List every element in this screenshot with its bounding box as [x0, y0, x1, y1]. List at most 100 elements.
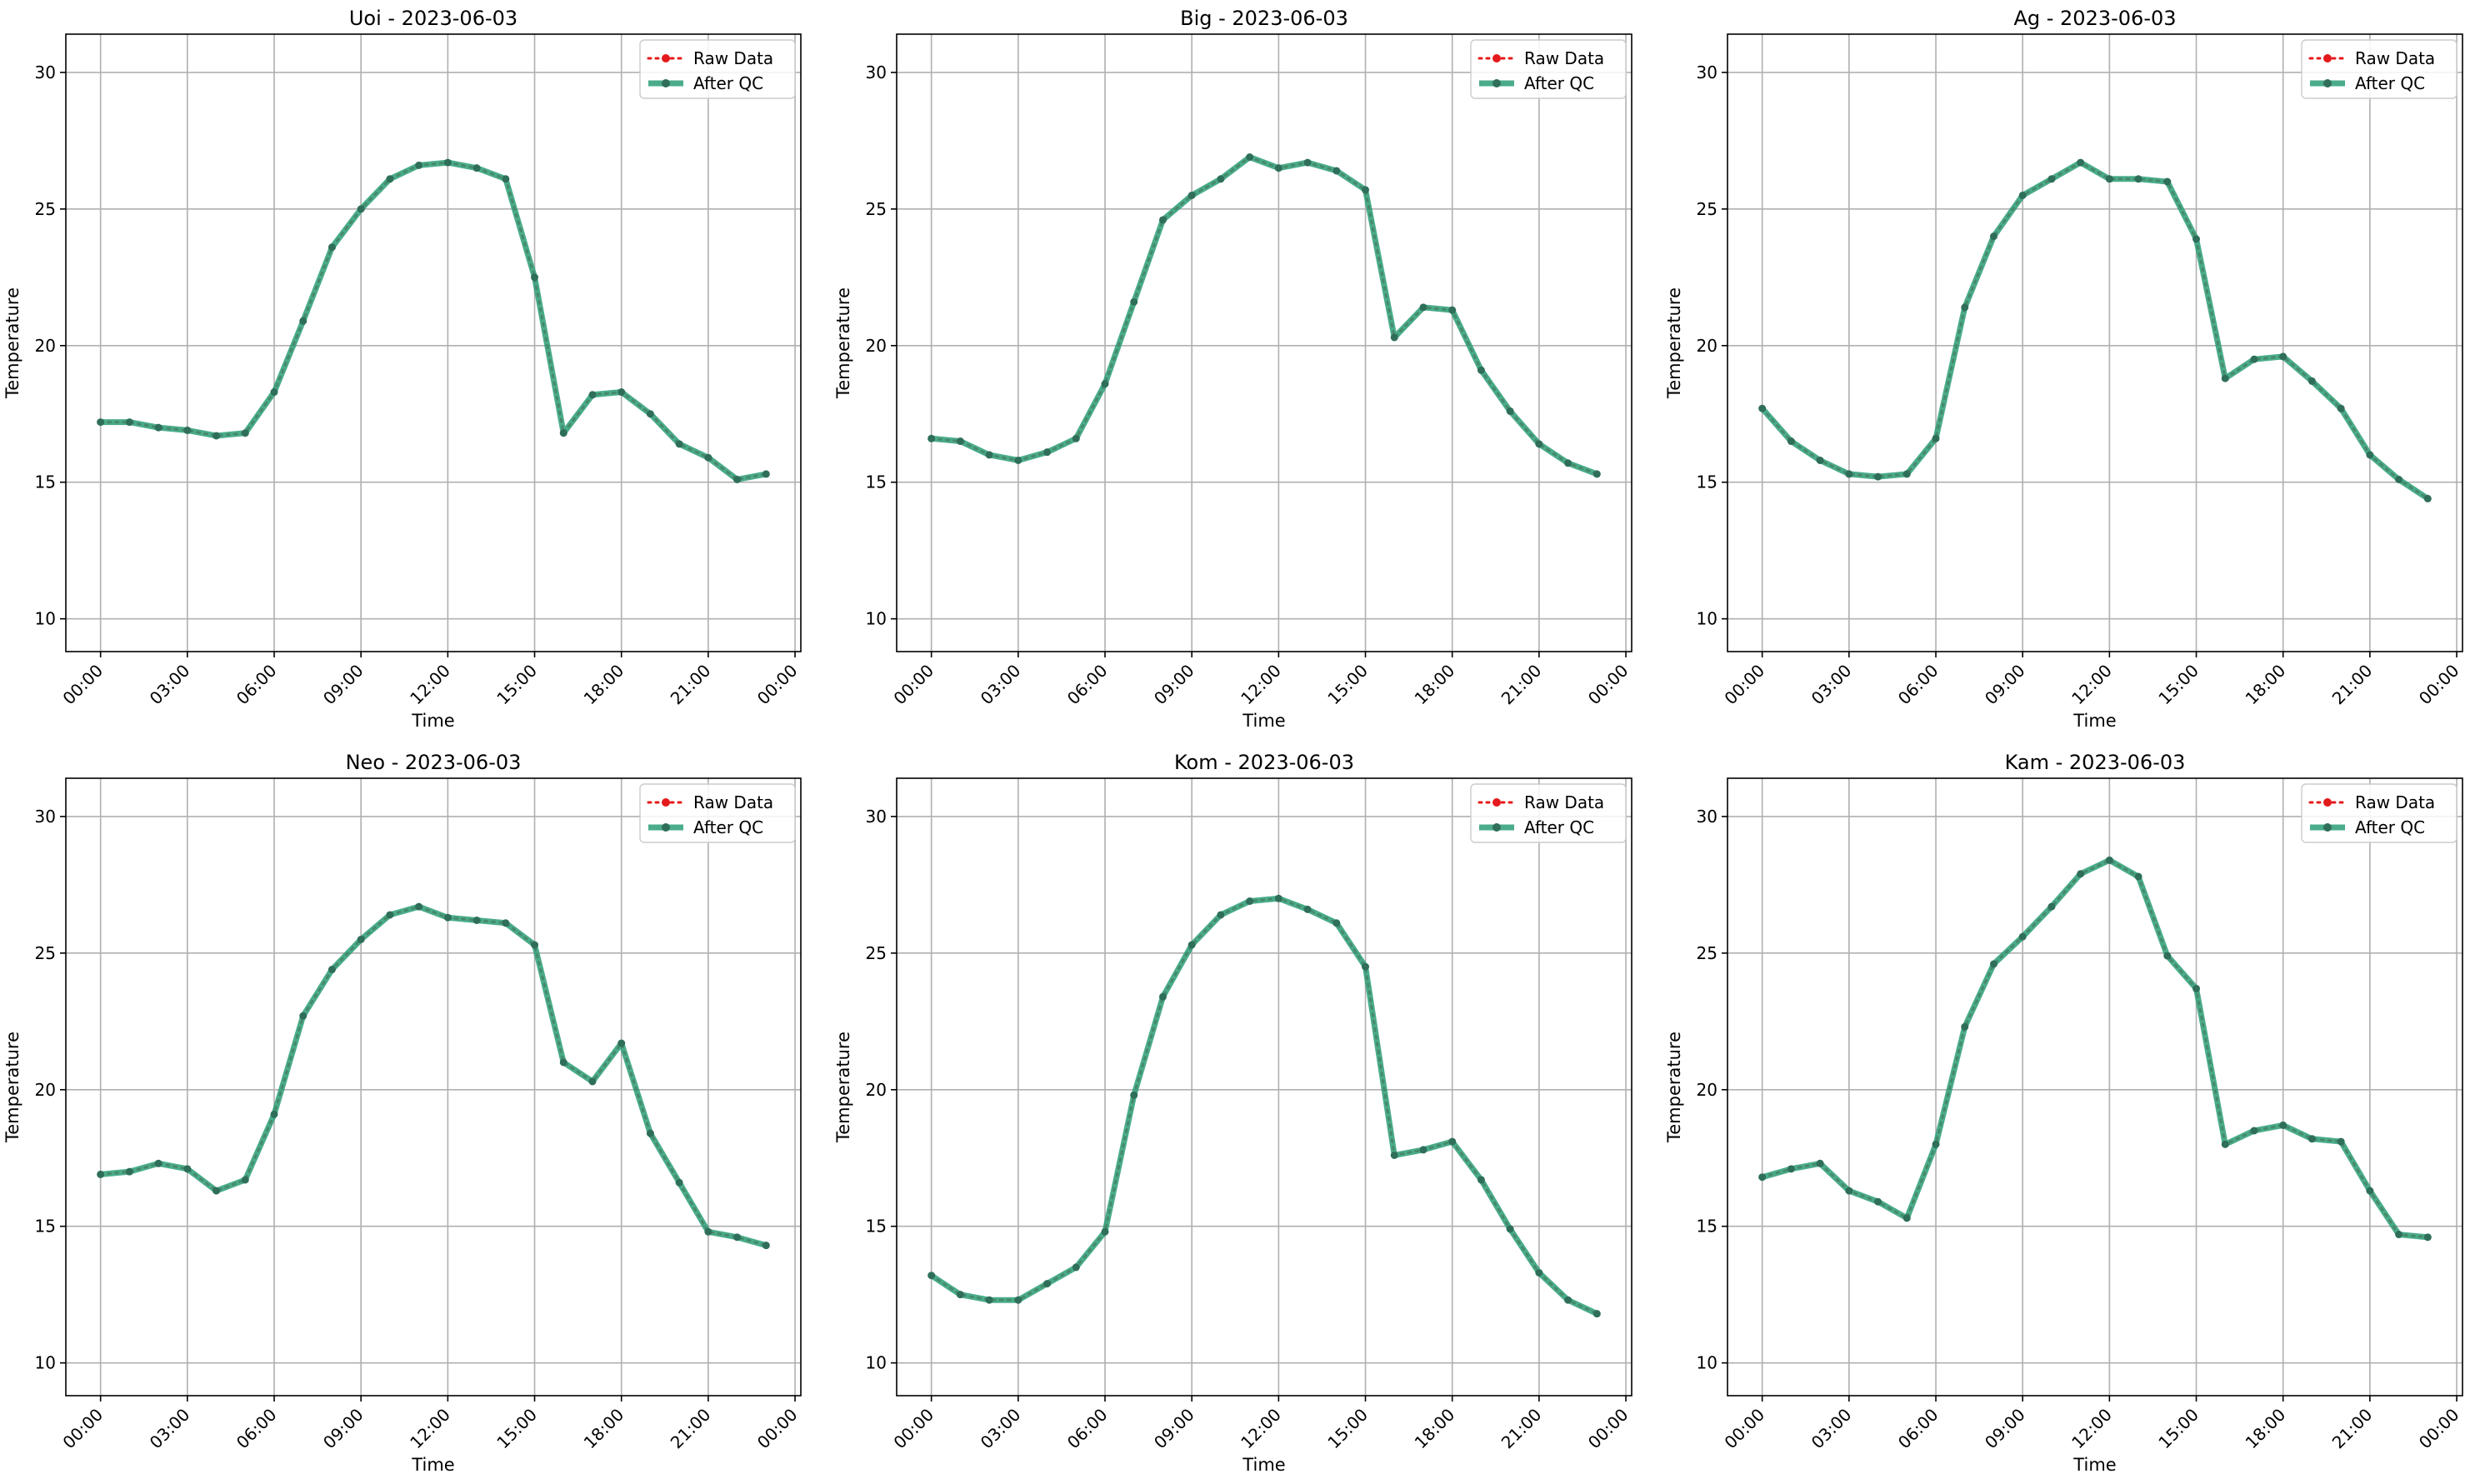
legend-qc-label: After QC: [1524, 73, 1594, 93]
after-qc-point: [1217, 175, 1225, 183]
subplot-4: 00:00 03:00 06:00 09:00 12:00 15:00 18:00 21:00…: [2, 751, 802, 1475]
y-tick-label: 15: [35, 472, 56, 492]
x-tick-label: 15:00: [2154, 661, 2202, 709]
x-tick-label: 09:00: [319, 1405, 368, 1453]
after-qc-point: [1535, 1268, 1543, 1277]
after-qc-point: [1845, 1187, 1853, 1195]
y-tick-label: 25: [1697, 199, 1718, 219]
x-tick-label: 00:00: [1584, 1405, 1632, 1453]
after-qc-point: [1961, 303, 1969, 312]
after-qc-point: [2337, 1137, 2345, 1146]
x-tick-label: 00:00: [889, 661, 938, 709]
after-qc-point: [97, 418, 105, 427]
after-qc-point: [618, 388, 626, 397]
subplot-title: Ag - 2023-06-03: [2013, 7, 2176, 30]
after-qc-point: [2163, 952, 2172, 960]
y-tick-label: 20: [35, 1080, 56, 1100]
x-tick-label: 15:00: [1323, 661, 1372, 709]
x-tick-label: 15:00: [2154, 1405, 2202, 1453]
after-qc-point: [1758, 404, 1767, 412]
x-tick-label: 09:00: [1981, 661, 2029, 709]
x-tick-label: 09:00: [1150, 1405, 1198, 1453]
x-axis-label: Time: [2072, 1455, 2116, 1475]
legend-raw-marker: [662, 54, 670, 62]
after-qc-point: [2250, 1127, 2258, 1135]
y-axis-label: Temperature: [2, 287, 22, 399]
after-qc-point: [2366, 1187, 2374, 1195]
after-qc-line: [1760, 159, 2430, 502]
subplot-title: Uoi - 2023-06-03: [349, 7, 518, 30]
legend-qc-marker: [662, 823, 670, 832]
x-tick-label: 12:00: [1237, 1405, 1285, 1453]
y-tick-label: 30: [35, 807, 56, 827]
x-tick-label: 15:00: [1323, 1405, 1372, 1453]
raw-data-line: [1761, 161, 2429, 500]
after-qc-point: [2221, 374, 2229, 382]
after-qc-point: [675, 1178, 683, 1187]
after-qc-point: [1816, 1159, 1824, 1167]
legend-qc-label: After QC: [1524, 817, 1594, 837]
x-axis-label: Time: [2072, 711, 2116, 731]
after-qc-point: [183, 426, 192, 434]
x-tick-label: 00:00: [1584, 661, 1632, 709]
x-tick-label: 06:00: [1894, 661, 1942, 709]
x-tick-label: 03:00: [977, 1405, 1025, 1453]
x-tick-label: 21:00: [667, 661, 715, 709]
legend-raw-marker: [2323, 54, 2332, 62]
after-qc-point: [1989, 960, 1998, 968]
raw-data-line: [930, 897, 1598, 1316]
x-tick-label: 12:00: [2068, 661, 2116, 709]
after-qc-point: [1961, 1022, 1969, 1031]
after-qc-point: [2395, 475, 2403, 483]
after-qc-point: [2337, 404, 2345, 412]
legend-raw-label: Raw Data: [1524, 792, 1604, 812]
after-qc-point: [1246, 153, 1254, 162]
y-tick-label: 10: [35, 1353, 56, 1373]
after-qc-point: [1535, 440, 1543, 448]
after-qc-point: [1158, 216, 1167, 224]
legend: Raw Data After QC: [2301, 39, 2458, 99]
after-qc-point: [762, 1242, 770, 1250]
x-tick-label: 06:00: [1063, 1405, 1112, 1453]
after-qc-point: [1130, 1091, 1138, 1099]
y-tick-label: 20: [35, 336, 56, 356]
after-qc-point: [1043, 1280, 1052, 1288]
after-qc-point: [1477, 1176, 1485, 1184]
after-qc-point: [559, 429, 568, 437]
after-qc-point: [1564, 459, 1572, 467]
after-qc-point: [386, 911, 394, 919]
after-qc-point: [2279, 1121, 2288, 1129]
after-qc-point: [299, 1012, 308, 1020]
after-qc-point: [125, 418, 133, 427]
after-qc-point: [1932, 1140, 1940, 1148]
after-qc-line: [100, 903, 768, 1249]
legend: Raw Data After QC: [639, 39, 796, 99]
after-qc-point: [154, 1159, 162, 1167]
after-qc-point: [1758, 1173, 1767, 1182]
x-tick-label: 00:00: [2415, 661, 2463, 709]
after-qc-point: [2077, 870, 2085, 878]
after-qc-point: [1158, 992, 1167, 1001]
after-qc-point: [357, 205, 365, 213]
y-axis-label: Temperature: [1664, 1032, 1684, 1143]
after-qc-point: [328, 243, 336, 252]
x-tick-label: 00:00: [2415, 1405, 2463, 1453]
after-qc-point: [1072, 434, 1080, 442]
after-qc-point: [2366, 451, 2374, 459]
y-axis-label: Temperature: [833, 287, 853, 399]
x-tick-label: 18:00: [1411, 661, 1459, 709]
y-tick-label: 15: [35, 1217, 56, 1237]
after-qc-point: [985, 1296, 993, 1304]
after-qc-point: [1362, 962, 1370, 971]
y-tick-label: 10: [1697, 609, 1718, 629]
after-qc-point: [1874, 1197, 1882, 1206]
x-tick-label: 00:00: [889, 1405, 938, 1453]
subplot-6: 00:00 03:00 06:00 09:00 12:00 15:00 18:00 21:00…: [1664, 751, 2463, 1475]
after-qc-point: [472, 164, 481, 172]
after-qc-point: [675, 440, 683, 448]
x-tick-label: 00:00: [753, 661, 802, 709]
after-qc-point: [1419, 303, 1428, 312]
x-tick-label: 21:00: [667, 1405, 715, 1453]
plot-frame: [1727, 33, 2463, 652]
after-qc-point: [1506, 407, 1514, 415]
